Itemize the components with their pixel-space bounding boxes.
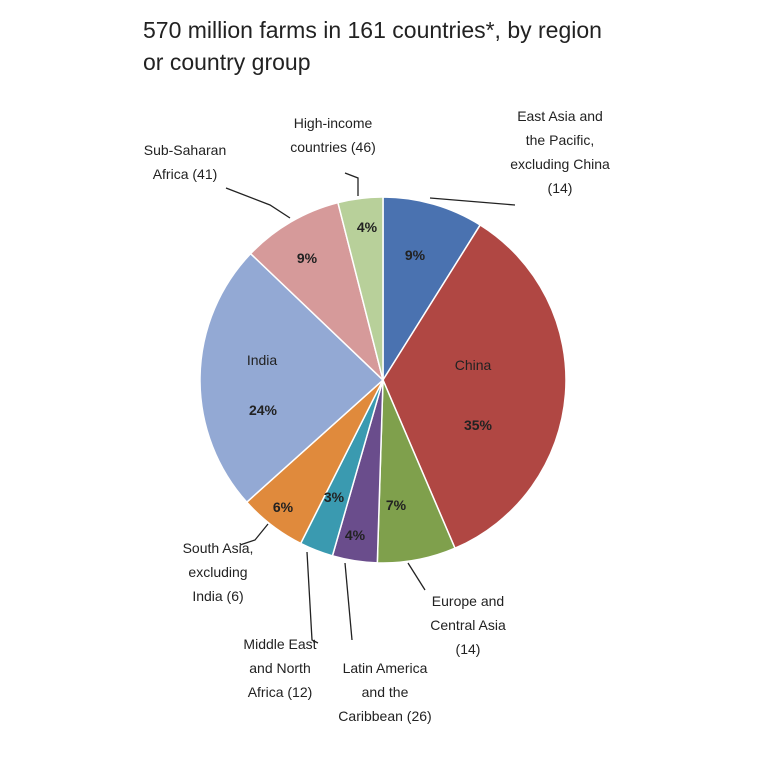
pie-slice xyxy=(199,252,385,504)
slice-label: East Asia and the Pacific, excluding Chi… xyxy=(510,108,610,196)
leader-line xyxy=(407,562,426,591)
slice-label: Sub-Saharan Africa (41) xyxy=(143,142,227,182)
pie-slice xyxy=(337,196,384,381)
value-label: 3% xyxy=(323,489,345,505)
value-label: 9% xyxy=(404,247,426,263)
leader-line xyxy=(225,187,291,219)
leader-line xyxy=(429,197,516,206)
leader-line xyxy=(344,172,359,196)
chart-title: 570 million farms in 161 countries*, by … xyxy=(143,17,602,75)
slice-label: Latin America and the Caribbean (26) xyxy=(338,660,432,724)
value-label: 35% xyxy=(463,417,493,433)
slice-label: South Asia, excluding India (6) xyxy=(182,540,254,604)
value-label: 9% xyxy=(296,250,318,266)
leader-line xyxy=(344,562,353,641)
slice-label: India xyxy=(246,352,278,368)
value-label: 6% xyxy=(272,499,294,515)
slice-label: Middle East and North Africa (12) xyxy=(243,636,317,700)
pie-slice xyxy=(382,223,567,550)
value-label: 24% xyxy=(248,402,278,418)
slice-label: China xyxy=(454,357,492,373)
value-label: 7% xyxy=(385,497,407,513)
leader-line xyxy=(306,551,319,644)
value-label: 4% xyxy=(356,219,378,235)
pie-slice xyxy=(249,201,385,383)
slice-label: Europe and Central Asia (14) xyxy=(430,593,506,657)
value-label: 4% xyxy=(344,527,366,543)
slice-label: High-income countries (46) xyxy=(290,115,376,155)
leader-line xyxy=(239,523,269,546)
pie-slice xyxy=(382,196,482,383)
